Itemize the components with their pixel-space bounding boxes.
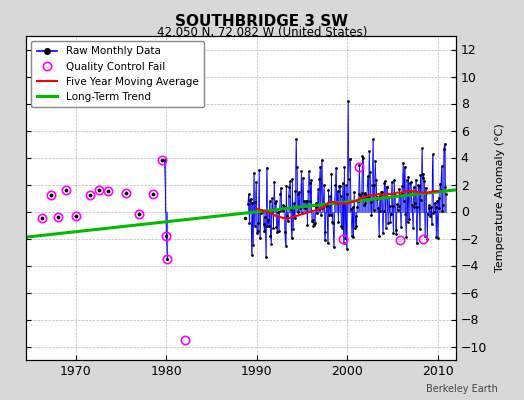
Text: SOUTHBRIDGE 3 SW: SOUTHBRIDGE 3 SW (176, 14, 348, 29)
Text: Berkeley Earth: Berkeley Earth (426, 384, 498, 394)
Legend: Raw Monthly Data, Quality Control Fail, Five Year Moving Average, Long-Term Tren: Raw Monthly Data, Quality Control Fail, … (31, 41, 204, 107)
Text: 42.050 N, 72.082 W (United States): 42.050 N, 72.082 W (United States) (157, 26, 367, 39)
Y-axis label: Temperature Anomaly (°C): Temperature Anomaly (°C) (496, 124, 506, 272)
